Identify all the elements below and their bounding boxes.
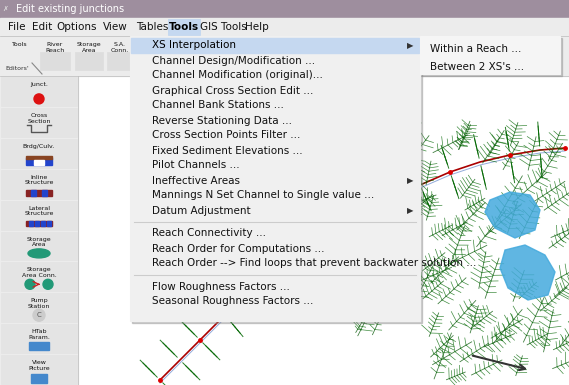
Text: Within a Reach ...: Within a Reach ... xyxy=(430,44,521,54)
Bar xyxy=(132,38,422,323)
Text: HTab
Param.: HTab Param. xyxy=(28,329,50,340)
Text: Reach Order --> Find loops that prevent backwater solution ...: Reach Order --> Find loops that prevent … xyxy=(152,258,476,268)
Bar xyxy=(1,324,77,353)
Text: S.A.
Conn.: S.A. Conn. xyxy=(111,42,129,53)
Text: ✗: ✗ xyxy=(2,6,8,12)
Bar xyxy=(1,355,77,384)
Bar xyxy=(1,77,77,106)
Circle shape xyxy=(33,309,45,321)
Text: Graphical Cross Section Edit ...: Graphical Cross Section Edit ... xyxy=(152,85,314,95)
Text: ▶: ▶ xyxy=(407,176,413,185)
Bar xyxy=(41,221,45,226)
Text: Junct.: Junct. xyxy=(30,82,48,87)
Text: View
Picture: View Picture xyxy=(28,360,50,371)
Bar xyxy=(1,293,77,322)
Bar xyxy=(29,342,49,350)
Bar xyxy=(1,263,77,291)
Bar xyxy=(0,36,569,76)
Text: GIS Tools: GIS Tools xyxy=(200,22,247,32)
Text: Reverse Stationing Data ...: Reverse Stationing Data ... xyxy=(152,116,292,126)
Text: Brdg/Culv.: Brdg/Culv. xyxy=(23,144,55,149)
Text: Storage
Area: Storage Area xyxy=(27,236,51,247)
Bar xyxy=(131,38,419,53)
Text: Lateral
Structure: Lateral Structure xyxy=(24,206,53,216)
Text: Channel Design/Modification ...: Channel Design/Modification ... xyxy=(152,55,315,65)
Bar xyxy=(0,18,569,36)
Bar xyxy=(78,76,569,385)
Text: Inline
Structure: Inline Structure xyxy=(24,175,53,186)
Bar xyxy=(26,221,52,226)
Text: Fixed Sediment Elevations ...: Fixed Sediment Elevations ... xyxy=(152,146,303,156)
Text: Cross
Section: Cross Section xyxy=(27,113,51,124)
Text: Storage
Area Conn.: Storage Area Conn. xyxy=(22,268,56,278)
Text: File: File xyxy=(8,22,26,32)
Text: Pilot Channels ...: Pilot Channels ... xyxy=(152,161,240,171)
Bar xyxy=(135,52,157,70)
Bar xyxy=(0,76,78,385)
Circle shape xyxy=(25,279,35,289)
Text: Tools: Tools xyxy=(12,42,28,47)
Bar xyxy=(420,36,560,74)
Bar xyxy=(1,139,77,168)
Bar xyxy=(422,38,562,76)
Text: River
Reach: River Reach xyxy=(46,42,65,53)
Text: Editors': Editors' xyxy=(5,67,29,72)
Bar xyxy=(35,221,39,226)
Text: Reach Connectivity ...: Reach Connectivity ... xyxy=(152,229,266,238)
Bar xyxy=(31,374,47,383)
Text: Flow Roughness Factors ...: Flow Roughness Factors ... xyxy=(152,281,290,291)
Text: Edit: Edit xyxy=(32,22,52,32)
Bar xyxy=(107,52,133,70)
Text: Tables: Tables xyxy=(136,22,168,32)
Bar xyxy=(40,52,70,70)
Text: ▶: ▶ xyxy=(407,206,413,215)
Bar xyxy=(29,221,33,226)
Text: XS Interpolation: XS Interpolation xyxy=(152,40,236,50)
Text: Seasonal Roughness Factors ...: Seasonal Roughness Factors ... xyxy=(152,296,314,306)
Text: Between 2 XS's ...: Between 2 XS's ... xyxy=(430,62,524,72)
Bar xyxy=(1,170,77,199)
Text: Channel Modification (original)...: Channel Modification (original)... xyxy=(152,70,323,80)
Text: Storage
Area: Storage Area xyxy=(77,42,101,53)
Text: Tools: Tools xyxy=(169,22,199,32)
Text: Ineffective Areas: Ineffective Areas xyxy=(152,176,240,186)
Bar xyxy=(1,231,77,260)
Text: Pump
Station: Pump Station xyxy=(135,42,157,53)
Text: C: C xyxy=(36,312,42,318)
Circle shape xyxy=(34,94,44,104)
Bar xyxy=(1,108,77,137)
Bar xyxy=(47,221,51,226)
Text: View: View xyxy=(103,22,128,32)
Text: Edit existing junctions: Edit existing junctions xyxy=(16,4,124,14)
Bar xyxy=(26,158,52,165)
Text: ▶: ▶ xyxy=(407,41,413,50)
Ellipse shape xyxy=(28,249,50,258)
Text: Help: Help xyxy=(245,22,269,32)
Text: Cross Section Points Filter ...: Cross Section Points Filter ... xyxy=(152,131,300,141)
Bar xyxy=(31,189,36,196)
Bar xyxy=(42,189,47,196)
Bar xyxy=(168,19,200,35)
Polygon shape xyxy=(485,192,540,238)
Bar xyxy=(34,160,44,165)
Text: Datum Adjustment: Datum Adjustment xyxy=(152,206,250,216)
Bar xyxy=(0,0,569,18)
Text: Mannings N Set Channel to Single value ...: Mannings N Set Channel to Single value .… xyxy=(152,191,374,201)
Text: Pump
Station: Pump Station xyxy=(28,298,50,309)
Bar xyxy=(130,36,420,321)
Text: Channel Bank Stations ...: Channel Bank Stations ... xyxy=(152,100,284,110)
Bar xyxy=(26,189,52,196)
Bar xyxy=(1,201,77,229)
Circle shape xyxy=(43,279,53,289)
Text: Options: Options xyxy=(56,22,97,32)
Bar xyxy=(26,156,52,159)
Text: Reach Order for Computations ...: Reach Order for Computations ... xyxy=(152,243,324,253)
Polygon shape xyxy=(500,245,555,300)
Bar xyxy=(75,52,103,70)
